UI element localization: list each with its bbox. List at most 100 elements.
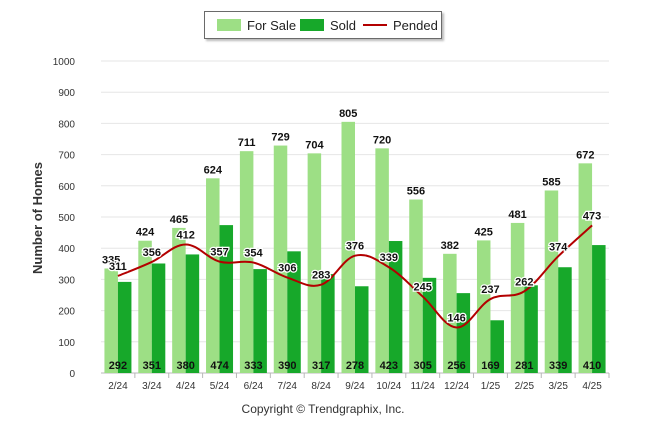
legend-item-sold[interactable]: Sold <box>300 12 356 38</box>
x-tick-label: 2/24 <box>108 381 128 392</box>
bar-for-sale[interactable] <box>308 153 322 373</box>
x-tick-label: 4/24 <box>176 381 196 392</box>
label-pended: 356 <box>143 247 161 259</box>
label-sold: 292 <box>109 360 127 372</box>
bar-sold[interactable] <box>558 267 572 373</box>
label-for-sale: 672 <box>576 149 594 161</box>
y-axis-ticks: 0 100 200 300 400 500 600 700 800 900 1000 <box>53 57 76 380</box>
label-sold: 339 <box>549 360 567 372</box>
label-sold: 474 <box>210 360 229 372</box>
bar-for-sale[interactable] <box>138 241 152 373</box>
y-tick-label: 800 <box>58 119 75 130</box>
label-for-sale: 729 <box>271 132 289 144</box>
label-pended: 473 <box>583 210 601 222</box>
bar-for-sale[interactable] <box>511 223 525 373</box>
label-for-sale: 556 <box>407 186 425 198</box>
bar-for-sale[interactable] <box>477 240 491 373</box>
label-pended: 374 <box>549 241 568 253</box>
label-pended: 357 <box>210 247 228 259</box>
y-tick-label: 900 <box>58 88 75 99</box>
label-for-sale: 711 <box>238 137 256 149</box>
bar-sold[interactable] <box>321 274 335 373</box>
legend-item-for-sale[interactable]: For Sale <box>217 12 296 38</box>
label-for-sale: 382 <box>441 240 459 252</box>
label-pended: 262 <box>515 276 533 288</box>
label-for-sale: 624 <box>204 164 223 176</box>
label-pended: 354 <box>244 248 263 260</box>
label-sold: 169 <box>481 360 499 372</box>
legend-label-for-sale: For Sale <box>247 18 296 33</box>
label-sold: 410 <box>583 360 601 372</box>
label-for-sale: 805 <box>339 108 357 120</box>
bar-sold[interactable] <box>152 263 166 373</box>
label-sold: 256 <box>447 360 465 372</box>
label-sold: 380 <box>176 360 194 372</box>
y-tick-label: 400 <box>58 244 75 255</box>
copyright-notice: Copyright © Trendgraphix, Inc. <box>0 402 646 416</box>
x-tick-label: 5/24 <box>210 381 230 392</box>
bar-for-sale[interactable] <box>172 228 186 373</box>
label-for-sale: 585 <box>542 176 560 188</box>
legend: For Sale Sold Pended <box>204 11 442 39</box>
x-tick-label: 9/24 <box>345 381 365 392</box>
x-tick-label: 2/25 <box>515 381 535 392</box>
y-tick-label: 1000 <box>53 57 76 68</box>
label-pended: 311 <box>109 261 127 273</box>
label-sold: 278 <box>346 360 364 372</box>
label-for-sale: 425 <box>475 226 493 238</box>
bar-for-sale[interactable] <box>104 268 118 373</box>
bar-for-sale[interactable] <box>274 146 288 373</box>
x-tick-label: 10/24 <box>376 381 401 392</box>
legend-item-pended[interactable]: Pended <box>363 12 438 38</box>
legend-label-sold: Sold <box>330 18 356 33</box>
label-for-sale: 481 <box>508 209 526 221</box>
bar-sold[interactable] <box>253 269 267 373</box>
x-tick-label: 11/24 <box>411 381 436 392</box>
label-pended: 146 <box>447 312 465 324</box>
label-pended: 339 <box>380 252 398 264</box>
label-for-sale: 704 <box>305 139 324 151</box>
label-for-sale: 720 <box>373 134 391 146</box>
label-for-sale: 424 <box>136 227 155 239</box>
y-axis-title: Number of Homes <box>30 162 45 274</box>
x-tick-label: 3/24 <box>142 381 162 392</box>
bar-for-sale[interactable] <box>206 178 220 373</box>
label-sold: 351 <box>143 360 161 372</box>
x-tick-label: 12/24 <box>444 381 469 392</box>
legend-label-pended: Pended <box>393 18 438 33</box>
y-tick-label: 200 <box>58 307 75 318</box>
label-pended: 237 <box>481 284 499 296</box>
label-pended: 245 <box>414 282 432 294</box>
label-sold: 305 <box>414 360 432 372</box>
x-tick-label: 7/24 <box>278 381 298 392</box>
label-pended: 376 <box>346 241 364 253</box>
y-tick-label: 600 <box>58 182 75 193</box>
y-tick-label: 300 <box>58 275 75 286</box>
bar-sold[interactable] <box>592 245 606 373</box>
pended-line-icon <box>363 24 387 26</box>
label-sold: 423 <box>380 360 398 372</box>
label-pended: 412 <box>176 229 194 241</box>
y-tick-label: 700 <box>58 151 75 162</box>
x-axis-ticks: 2/24 3/24 4/24 5/24 6/24 7/24 8/24 9/24 10/24 11/… <box>108 373 609 392</box>
y-tick-label: 0 <box>69 369 75 380</box>
x-tick-label: 4/25 <box>582 381 602 392</box>
label-pended: 306 <box>278 263 296 275</box>
label-pended: 283 <box>312 270 330 282</box>
x-tick-label: 1/25 <box>481 381 501 392</box>
bar-for-sale[interactable] <box>545 190 559 373</box>
x-tick-label: 6/24 <box>244 381 264 392</box>
label-sold: 317 <box>312 360 330 372</box>
chart-canvas: 01002003004005006007008009001000 3352924… <box>0 0 646 434</box>
x-tick-label: 8/24 <box>311 381 331 392</box>
y-tick-label: 100 <box>58 338 75 349</box>
for-sale-swatch-icon <box>217 19 241 31</box>
bar-sold[interactable] <box>186 254 200 373</box>
label-sold: 333 <box>244 360 262 372</box>
label-for-sale: 465 <box>170 214 188 226</box>
sold-swatch-icon <box>300 19 324 31</box>
x-tick-label: 3/25 <box>548 381 568 392</box>
bar-for-sale[interactable] <box>579 163 593 373</box>
label-sold: 281 <box>515 360 533 372</box>
y-tick-label: 500 <box>58 213 75 224</box>
